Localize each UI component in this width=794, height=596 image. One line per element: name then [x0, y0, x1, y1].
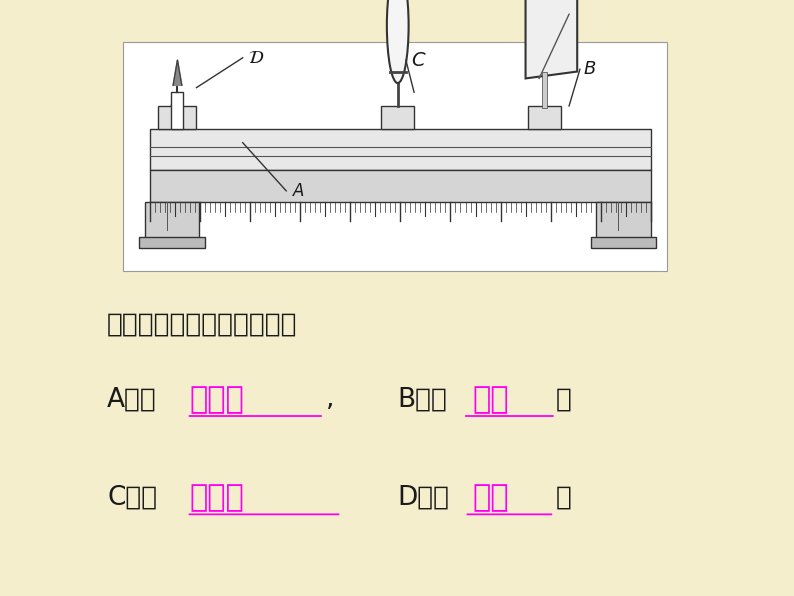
Bar	[591, 237, 656, 248]
Bar	[172, 92, 183, 129]
Text: D是：: D是：	[397, 485, 449, 511]
Bar	[123, 42, 667, 271]
Bar	[596, 203, 650, 239]
Text: $C$: $C$	[411, 51, 427, 70]
Bar	[140, 237, 205, 248]
Text: ,: ,	[326, 386, 334, 412]
Text: $B$: $B$	[583, 60, 596, 78]
Bar	[528, 106, 561, 129]
Text: 光具座: 光具座	[189, 385, 244, 414]
Text: 烛焰: 烛焰	[472, 483, 509, 512]
Bar	[381, 106, 414, 129]
Text: 光屏: 光屏	[472, 385, 509, 414]
Polygon shape	[526, 0, 577, 79]
Text: 凸透镜: 凸透镜	[189, 483, 244, 512]
Polygon shape	[173, 60, 182, 85]
Text: A是：: A是：	[107, 386, 157, 412]
Polygon shape	[150, 170, 650, 202]
Text: $A$: $A$	[291, 182, 305, 200]
Text: 。: 。	[556, 485, 572, 511]
Text: 上图中几个元件的名称为：: 上图中几个元件的名称为：	[107, 312, 298, 338]
Text: C是：: C是：	[107, 485, 157, 511]
Text: B是：: B是：	[397, 386, 447, 412]
Text: ，: ，	[556, 386, 572, 412]
Bar	[542, 72, 547, 108]
Bar	[145, 203, 199, 239]
Text: $\mathcal{D}$: $\mathcal{D}$	[249, 49, 264, 67]
Ellipse shape	[387, 0, 409, 83]
Polygon shape	[150, 129, 650, 170]
Bar	[159, 106, 196, 129]
